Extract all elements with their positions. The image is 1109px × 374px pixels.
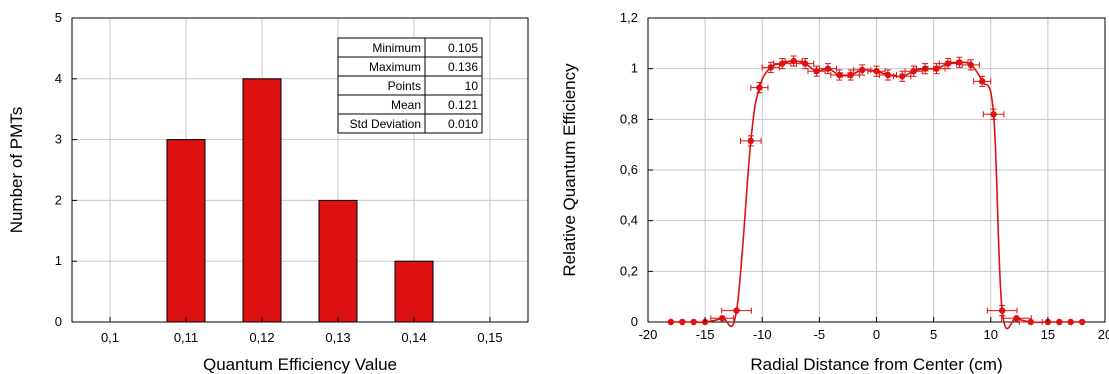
histogram-y-tick-label: 3 xyxy=(55,132,62,147)
line-chart-y-tick-label: 0,2 xyxy=(620,263,638,278)
data-point xyxy=(801,60,809,67)
line-chart-x-tick-label: 20 xyxy=(1098,327,1109,342)
line-chart-y-axis-label: Relative Quantum Efficiency xyxy=(560,63,579,277)
histogram-y-axis-label: Number of PMTs xyxy=(7,107,26,234)
data-point xyxy=(679,318,686,326)
histogram-bar xyxy=(318,199,358,323)
data-point xyxy=(921,65,929,72)
data-point xyxy=(836,71,843,79)
efficiency-line-chart: -20 -15 -10 -5 0 5 10 15 20 0 0,2 0,4 0,6 0,8 1 1,2 Ra… xyxy=(560,10,1109,374)
histogram-x-ticks: 0,1 0,11 0,12 0,13 0,14 0,15 xyxy=(101,317,503,345)
line-chart-x-tick-label: 5 xyxy=(930,327,937,342)
histogram-bar xyxy=(394,260,434,323)
line-chart-x-tick-label: 0 xyxy=(873,327,880,342)
histogram-bars xyxy=(166,78,434,323)
data-point xyxy=(790,57,797,65)
stats-table-value-cell xyxy=(424,113,483,134)
data-point xyxy=(990,111,997,118)
stats-table-value: 0.010 xyxy=(448,117,478,131)
stats-table: Minimum 0.105 Maximum 0.136 Points 10 Mean 0.12… xyxy=(337,37,483,134)
data-point xyxy=(813,68,820,75)
data-point xyxy=(747,137,755,145)
stats-table-value: 0.105 xyxy=(448,41,478,55)
stats-table-label: Maximum xyxy=(369,60,421,74)
histogram-x-tick-label: 0,14 xyxy=(401,330,426,345)
histogram-x-axis-label: Quantum Efficiency Value xyxy=(203,355,397,374)
line-chart-x-tick-label: 10 xyxy=(984,327,998,342)
data-point xyxy=(667,318,675,326)
line-chart-y-tick-label: 0,4 xyxy=(620,213,638,228)
data-point xyxy=(884,71,892,79)
data-point xyxy=(873,68,880,75)
histogram-y-tick-label: 0 xyxy=(55,314,62,329)
stats-table-value: 10 xyxy=(465,79,479,93)
data-point xyxy=(956,59,963,66)
histogram-y-tick-label: 2 xyxy=(55,192,62,207)
data-point xyxy=(859,66,866,74)
histogram-chart: 0,1 0,11 0,12 0,13 0,14 0,15 0 1 2 3 4 5 Minimum 0.… xyxy=(7,10,529,374)
data-point xyxy=(824,65,832,72)
data-point xyxy=(779,60,786,67)
line-chart-y-ticks: 0 0,2 0,4 0,6 0,8 1 1,2 xyxy=(620,10,653,329)
histogram-y-tick-label: 4 xyxy=(55,71,62,86)
line-chart-x-tick-label: -5 xyxy=(814,327,826,342)
efficiency-series-points xyxy=(667,57,1086,326)
data-point xyxy=(690,318,697,326)
data-point xyxy=(910,68,917,75)
data-point xyxy=(767,64,775,71)
line-chart-y-tick-label: 0,6 xyxy=(620,162,638,177)
data-point xyxy=(1067,318,1074,326)
data-point xyxy=(899,73,906,80)
histogram-bar xyxy=(166,139,206,323)
histogram-bar xyxy=(242,78,282,323)
data-point xyxy=(1027,318,1034,326)
data-point xyxy=(967,61,974,69)
stats-table-value: 0.136 xyxy=(448,60,478,74)
histogram-x-tick-label: 0,13 xyxy=(325,330,350,345)
stats-table-value: 0.121 xyxy=(448,98,478,112)
histogram-plot-frame xyxy=(71,17,529,323)
histogram-x-tick-label: 0,1 xyxy=(101,330,119,345)
stats-table-label: Points xyxy=(388,79,421,93)
data-point xyxy=(944,60,952,67)
line-chart-x-ticks: -20 -15 -10 -5 0 5 10 15 20 xyxy=(639,317,1109,342)
data-point xyxy=(933,65,940,72)
data-point xyxy=(1013,315,1020,322)
line-chart-x-tick-label: -10 xyxy=(753,327,772,342)
data-point xyxy=(733,307,740,314)
data-point xyxy=(1056,318,1063,326)
line-chart-x-tick-label: 15 xyxy=(1041,327,1055,342)
line-chart-y-tick-label: 0,8 xyxy=(620,111,638,126)
line-chart-x-tick-label: -20 xyxy=(639,327,658,342)
data-point xyxy=(998,307,1006,314)
data-point xyxy=(719,315,726,322)
data-point xyxy=(1078,318,1086,326)
line-chart-x-axis-label: Radial Distance from Center (cm) xyxy=(750,355,1002,374)
stats-table-label: Minimum xyxy=(372,41,421,55)
histogram-x-tick-label: 0,15 xyxy=(477,330,502,345)
line-chart-x-tick-label: -15 xyxy=(696,327,715,342)
data-point xyxy=(847,71,854,79)
histogram-x-tick-label: 0,12 xyxy=(249,330,274,345)
stats-table-label: Std Deviation xyxy=(350,117,421,131)
line-chart-y-tick-label: 1,2 xyxy=(620,10,638,25)
data-point xyxy=(756,84,763,91)
stats-table-label: Mean xyxy=(391,98,421,112)
histogram-y-tick-label: 1 xyxy=(55,253,62,268)
line-chart-y-tick-label: 0 xyxy=(631,314,638,329)
line-chart-grid xyxy=(647,17,1106,323)
data-point xyxy=(978,78,986,85)
line-chart-y-tick-label: 1 xyxy=(631,61,638,76)
histogram-y-ticks: 0 1 2 3 4 5 xyxy=(55,10,77,329)
histogram-x-tick-label: 0,11 xyxy=(174,330,198,345)
histogram-y-tick-label: 5 xyxy=(55,10,62,25)
